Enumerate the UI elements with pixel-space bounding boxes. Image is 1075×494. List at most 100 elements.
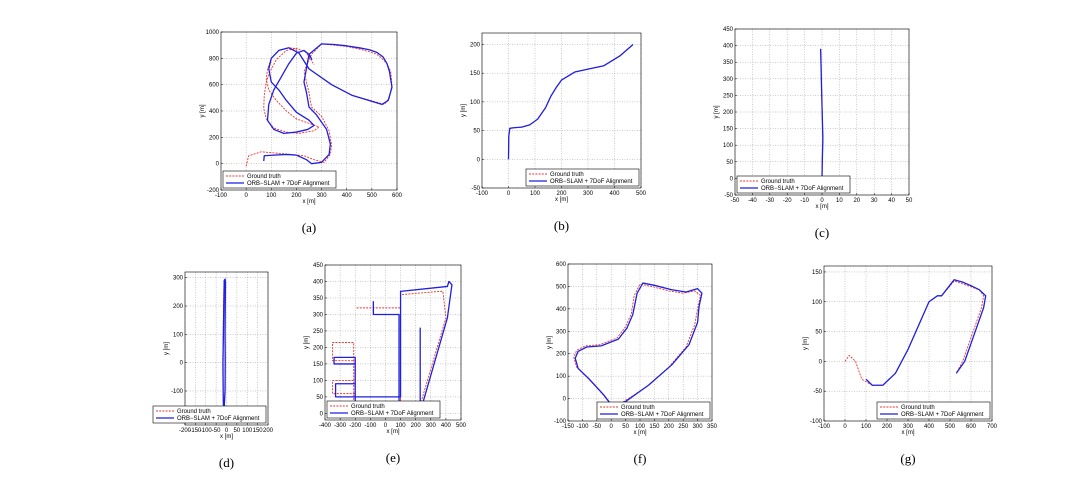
y-tick-label: 400 — [313, 279, 324, 285]
y-tick-label: 350 — [313, 296, 324, 302]
y-tick-label: 0 — [730, 176, 734, 182]
y-tick-label: -100 — [554, 419, 567, 425]
x-tick-label: 30 — [871, 198, 878, 204]
y-tick-label: 0 — [216, 162, 220, 168]
x-tick-label: -20 — [783, 198, 792, 204]
legend-box — [152, 405, 267, 424]
chart-6: -150 -100 -50 0 50 100 150 200 250 300 350-1000100… — [547, 262, 718, 466]
x-tick-label: -300 — [334, 423, 347, 429]
estimate-line — [819, 48, 824, 179]
x-tick-label: 0 — [820, 198, 824, 204]
x-tick-label: 700 — [987, 424, 998, 430]
caption: (g) — [900, 451, 915, 466]
y-tick-label: 0 — [819, 359, 823, 365]
x-tick-label: -100 — [200, 428, 213, 434]
legend-label-estimate: ORB−SLAM + 7DoF Alignment — [901, 412, 984, 418]
x-tick-label: 300 — [693, 424, 704, 430]
x-tick-label: -100 — [215, 193, 228, 199]
y-axis-label: y [m] — [304, 336, 310, 349]
y-tick-label: 250 — [313, 329, 324, 335]
y-tick-label: 150 — [313, 362, 324, 368]
y-tick-label: 50 — [726, 160, 733, 166]
x-tick-label: -100 — [818, 424, 831, 430]
y-tick-label: 200 — [313, 345, 324, 351]
x-tick-label: 300 — [583, 191, 594, 197]
x-tick-label: -40 — [748, 198, 757, 204]
x-axis-label: x [m] — [303, 199, 316, 205]
y-tick-label: 0 — [320, 411, 324, 417]
y-tick-label: 300 — [173, 276, 184, 282]
x-tick-label: -400 — [319, 423, 332, 429]
x-tick-label: 500 — [456, 423, 467, 429]
y-tick-label: 50 — [316, 395, 323, 401]
x-tick-label: 350 — [707, 424, 718, 430]
x-tick-label: 400 — [924, 424, 935, 430]
x-tick-label: -200 — [179, 428, 192, 434]
y-tick-label: 200 — [209, 135, 220, 141]
y-tick-label: -100 — [810, 419, 823, 425]
x-tick-label: 200 — [556, 191, 567, 197]
x-tick-label: 500 — [945, 424, 956, 430]
x-tick-label: 200 — [664, 424, 675, 430]
x-axis-label: x [m] — [555, 197, 568, 203]
y-tick-label: 150 — [812, 270, 823, 276]
y-axis-label: y [m] — [547, 336, 553, 349]
x-tick-label: 40 — [888, 198, 895, 204]
y-tick-label: 150 — [723, 127, 734, 133]
y-axis-label: y [m] — [714, 105, 720, 118]
plot-frame — [823, 265, 993, 422]
legend-box — [525, 168, 640, 187]
x-tick-label: 0 — [244, 193, 248, 199]
x-tick-label: 400 — [441, 423, 452, 429]
y-tick-label: 600 — [209, 83, 220, 89]
y-tick-label: 450 — [313, 263, 324, 269]
x-axis-label: x [m] — [220, 434, 233, 440]
y-tick-label: -200 — [207, 188, 220, 194]
chart-5: -400 -300 -200 -100 0 100 200 300 400 500 0 50 100 15… — [304, 263, 467, 465]
x-tick-label: 0 — [384, 423, 388, 429]
x-tick-label: 250 — [678, 424, 689, 430]
x-tick-label: 20 — [853, 198, 860, 204]
legend-label-estimate: ORB−SLAM + 7DoF Alignment — [177, 416, 260, 422]
y-tick-label: 450 — [723, 27, 734, 33]
y-axis-label: y [m] — [200, 104, 206, 117]
x-tick-label: -50 — [212, 428, 221, 434]
y-tick-label: 200 — [556, 352, 567, 358]
x-tick-label: 10 — [836, 198, 843, 204]
y-tick-label: 0 — [180, 361, 184, 367]
x-tick-label: 100 — [861, 424, 872, 430]
legend-label-ground-truth: Ground truth — [621, 405, 655, 411]
legend-label-estimate: ORB−SLAM + 7DoF Alignment — [621, 412, 704, 418]
x-tick-label: -50 — [731, 198, 740, 204]
legend-label-ground-truth: Ground truth — [761, 179, 795, 185]
x-axis-label: x [m] — [902, 430, 915, 436]
legend-label-estimate: ORB−SLAM + 7DoF Alignment — [247, 181, 330, 187]
x-tick-label: 200 — [291, 193, 302, 199]
y-tick-label: 200 — [470, 42, 481, 48]
legend-label-ground-truth: Ground truth — [351, 404, 385, 410]
y-axis-label: y [m] — [461, 104, 467, 117]
x-tick-label: -150 — [189, 428, 202, 434]
x-tick-label: 400 — [609, 191, 620, 197]
x-tick-label: 300 — [317, 193, 328, 199]
y-tick-label: -50 — [471, 186, 480, 192]
plot-frame — [220, 31, 398, 191]
x-tick-label: -50 — [592, 424, 601, 430]
x-tick-label: 0 — [507, 191, 511, 197]
caption: (f) — [634, 451, 647, 466]
x-tick-label: 50 — [234, 428, 241, 434]
ground-truth-line — [573, 283, 701, 408]
y-tick-label: -100 — [171, 389, 184, 395]
y-tick-label: -50 — [813, 389, 822, 395]
y-tick-label: 200 — [173, 304, 184, 310]
x-tick-label: 150 — [649, 424, 660, 430]
x-tick-label: 300 — [426, 423, 437, 429]
y-tick-label: 0 — [477, 157, 481, 163]
legend-label-ground-truth: Ground truth — [177, 409, 211, 415]
x-tick-label: 500 — [636, 191, 647, 197]
y-tick-label: 400 — [723, 44, 734, 50]
x-axis-label: x [m] — [634, 430, 647, 436]
y-tick-label: 300 — [723, 77, 734, 83]
